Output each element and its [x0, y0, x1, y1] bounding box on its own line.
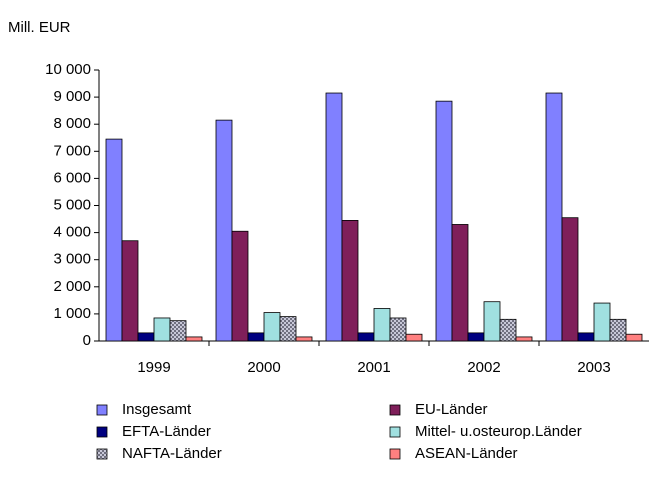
y-axis-label: Mill. EUR	[8, 19, 71, 36]
y-tick-label: 6 000	[53, 169, 91, 186]
bar	[435, 100, 453, 342]
bar	[545, 92, 563, 342]
legend-swatch	[96, 404, 108, 416]
bar	[263, 312, 281, 342]
bar	[625, 333, 643, 342]
legend-label: NAFTA-Länder	[122, 445, 222, 462]
legend-swatch	[389, 426, 401, 438]
legend-label: EU-Länder	[415, 401, 488, 418]
x-tick-label: 2002	[467, 359, 500, 376]
legend-label: ASEAN-Länder	[415, 445, 518, 462]
bar	[185, 336, 203, 342]
legend-swatch	[96, 426, 108, 438]
x-tick-label: 2001	[357, 359, 390, 376]
bar	[609, 318, 627, 342]
bar	[325, 92, 343, 342]
y-tick-label: 2 000	[53, 278, 91, 295]
bar	[373, 308, 391, 342]
y-tick-label: 7 000	[53, 142, 91, 159]
legend-label: EFTA-Länder	[122, 423, 211, 440]
bar	[483, 301, 501, 342]
legend-label: Mittel- u.osteurop.Länder	[415, 423, 582, 440]
bar	[153, 317, 171, 342]
bar	[577, 332, 595, 342]
bar	[121, 240, 139, 342]
bar	[389, 317, 407, 342]
y-tick-label: 9 000	[53, 88, 91, 105]
y-tick-label: 1 000	[53, 305, 91, 322]
y-tick-label: 8 000	[53, 115, 91, 132]
bar	[295, 336, 313, 342]
bar	[593, 302, 611, 342]
bar	[499, 318, 517, 342]
x-tick-label: 1999	[137, 359, 170, 376]
legend-swatch	[389, 404, 401, 416]
bar	[231, 230, 249, 342]
bar	[169, 320, 187, 342]
x-tick-label: 2000	[247, 359, 280, 376]
bar	[405, 333, 423, 342]
bar	[357, 332, 375, 342]
bar	[467, 332, 485, 342]
y-tick-label: 10 000	[45, 61, 91, 78]
bar	[215, 119, 233, 342]
bar	[279, 316, 297, 342]
y-tick-label: 5 000	[53, 196, 91, 213]
legend-label: Insgesamt	[122, 401, 192, 418]
bar	[341, 220, 359, 342]
y-tick-label: 3 000	[53, 251, 91, 268]
bar	[515, 336, 533, 342]
y-tick-label: 4 000	[53, 224, 91, 241]
bar	[137, 332, 155, 342]
x-tick-label: 2003	[577, 359, 610, 376]
bar	[247, 332, 265, 342]
legend-swatch	[389, 448, 401, 460]
bar	[105, 138, 123, 342]
bar	[561, 217, 579, 342]
bar	[451, 224, 469, 342]
y-tick-label: 0	[83, 332, 91, 349]
legend-swatch	[96, 448, 108, 460]
